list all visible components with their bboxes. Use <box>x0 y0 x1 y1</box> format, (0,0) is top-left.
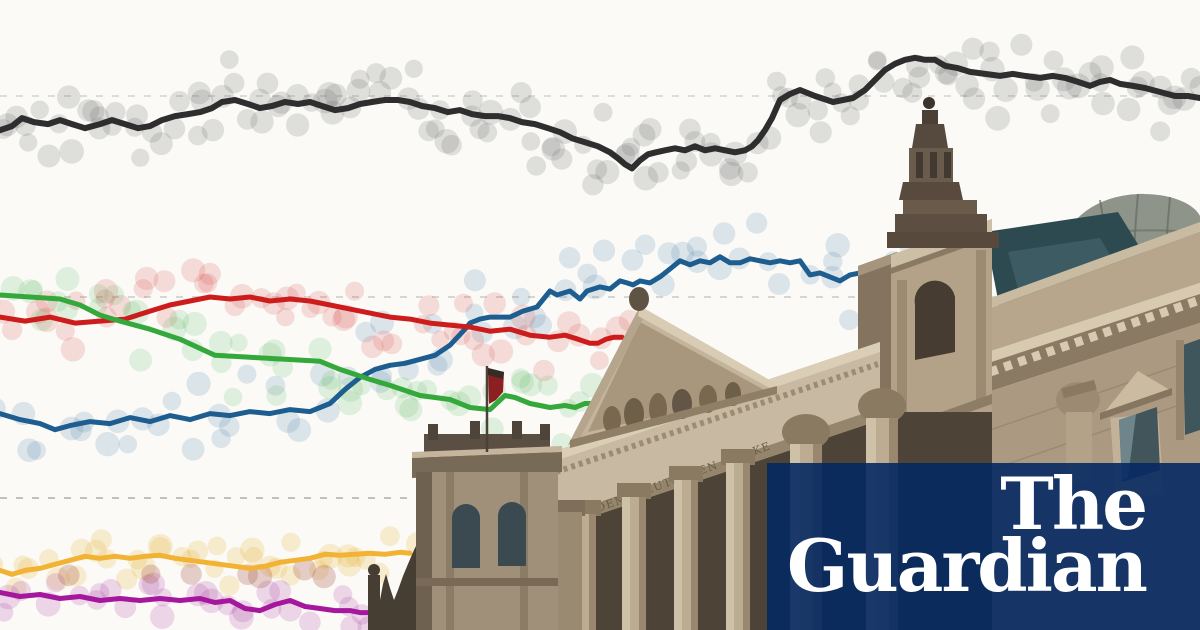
left-wing-silhouette <box>368 542 418 630</box>
left-tower <box>412 366 562 630</box>
green-series-line <box>0 292 599 413</box>
tower-window <box>498 502 526 566</box>
yellow-series-line <box>0 549 413 577</box>
guardian-logo-line-2: Guardian <box>786 523 1148 608</box>
tower-window <box>452 504 480 568</box>
window-pediment <box>1103 371 1170 414</box>
purple-series-line <box>0 590 371 616</box>
blue-series-line <box>0 254 871 433</box>
guardian-logo-line-1: The <box>1000 461 1148 546</box>
black-series-line <box>0 54 1200 172</box>
red-series-line <box>0 294 625 346</box>
corner-spire-icon <box>887 97 999 248</box>
trend-lines <box>0 54 1200 616</box>
statue-icon <box>368 564 380 576</box>
pediment <box>568 287 777 448</box>
poll-chart <box>0 33 1200 630</box>
guardian-logo-box: The Guardian <box>767 463 1200 630</box>
pediment-apex-ornament-icon <box>629 287 649 311</box>
